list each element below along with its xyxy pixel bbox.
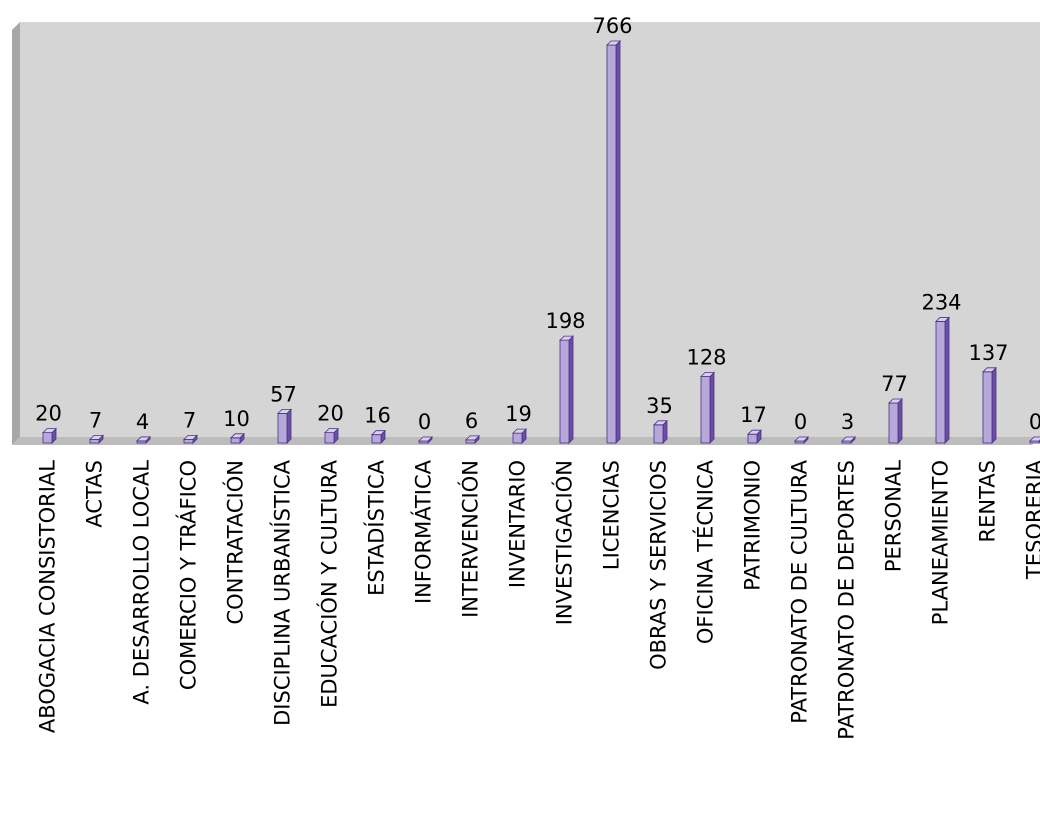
bar [325,429,338,443]
category-label: PLANEAMIENTO [929,460,953,625]
category-label: PATRONATO DE DEPORTES [835,460,859,740]
data-label: 35 [646,394,673,418]
data-label: 766 [592,14,632,38]
category-label: INVESTIGACIÓN [552,460,577,625]
bar [513,429,526,443]
category-label: PERSONAL [882,460,906,572]
category-label: LICENCIAS [600,460,624,570]
bar [748,430,761,443]
bar-front [748,434,757,443]
data-label: 128 [686,345,726,369]
bar-side [898,399,902,443]
category-label: INVENTARIO [506,460,530,588]
data-label: 234 [921,290,961,314]
category-label: ACTAS [83,460,107,528]
bar [372,431,385,443]
data-label: 7 [183,408,196,432]
category-label: RENTAS [976,460,1000,542]
category-label: OBRAS Y SERVICIOS [647,460,671,670]
data-label: 17 [740,403,767,427]
bar-side [945,317,949,443]
category-labels-group: ABOGACIA CONSISTORIAL ACTAS A. DESARROLLO … [36,459,1040,739]
bar-front [231,438,240,443]
data-label: 6 [465,409,478,433]
data-label: 137 [968,341,1008,365]
bar [654,421,667,443]
category-label: OFICINA TÉCNICA [693,459,718,644]
data-label: 16 [364,404,391,428]
bar-front [184,439,193,443]
data-label: 20 [317,402,344,426]
bar [560,336,573,443]
bar [701,372,714,443]
bar-side [569,336,573,443]
bar-side [616,41,620,443]
bar [936,317,949,443]
bar-front [278,413,287,443]
data-label: 198 [545,309,585,333]
data-label: 0 [794,410,807,434]
category-label: INFORMÁTICA [411,459,436,604]
data-label: 57 [270,382,297,406]
bar-side [287,409,291,443]
bar-front [560,340,569,443]
bar [607,41,620,443]
data-label: 0 [418,410,431,434]
bar-front [43,433,52,443]
category-label: ABOGACIA CONSISTORIAL [36,460,60,733]
category-label: ESTADÍSTICA [364,459,389,596]
data-label: 0 [1029,410,1040,434]
bar-front [372,435,381,443]
bar-front [513,433,522,443]
bar-front [936,321,945,443]
bar-front [466,440,475,443]
category-label: INTERVENCIÓN [458,460,483,618]
bar-front [983,372,992,443]
category-label: PATRONATO DE CULTURA [788,459,812,723]
category-label: PATRIMONIO [741,460,765,591]
bar-side [992,368,996,443]
bar [43,429,56,443]
category-label: CONTRATACIÓN [223,460,248,625]
bar-front [325,433,334,443]
data-label: 3 [841,410,854,434]
bar-front [607,45,616,443]
bar [983,368,996,443]
data-label: 4 [136,410,149,434]
bar-front [701,376,710,443]
bar-front [654,425,663,443]
data-label: 77 [881,372,908,396]
data-label: 20 [35,402,62,426]
category-label: EDUCACIÓN Y CULTURA [317,459,342,708]
bar-front [90,439,99,443]
category-label: COMERCIO Y TRÁFICO [176,460,201,690]
bar-front [889,403,898,443]
category-label: A. DESARROLLO LOCAL [130,460,154,705]
bar [889,399,902,443]
data-label: 7 [89,408,102,432]
category-label: DISCIPLINA URBANÍSTICA [270,459,295,726]
bar-side [710,372,714,443]
plot-side-wall [12,22,20,445]
category-label: TESORERIA [1023,459,1040,580]
bar [278,409,291,443]
data-label: 10 [223,407,250,431]
data-label: 19 [505,402,532,426]
